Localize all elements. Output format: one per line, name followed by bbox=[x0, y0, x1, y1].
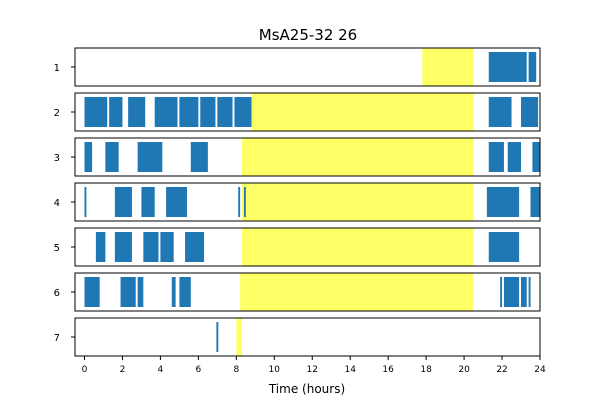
x-axis-label: Time (hours) bbox=[268, 382, 345, 396]
row-frame-7 bbox=[74, 317, 541, 357]
activity-bar-row4-2 bbox=[114, 187, 132, 217]
activity-bar-row6-5 bbox=[179, 277, 191, 307]
x-tick-label-2: 2 bbox=[120, 365, 126, 375]
activity-bar-row2-2 bbox=[109, 97, 123, 127]
activity-bar-row3-4 bbox=[190, 142, 208, 172]
chart-title: MsA25-32 26 bbox=[259, 26, 357, 44]
x-tick-label-4: 4 bbox=[158, 365, 164, 375]
activity-bar-row3-5 bbox=[488, 142, 504, 172]
x-tick-label-12: 12 bbox=[307, 365, 318, 375]
activity-bar-row3-2 bbox=[105, 142, 119, 172]
activity-bar-row4-8 bbox=[530, 187, 540, 217]
x-tick-label-20: 20 bbox=[458, 365, 470, 375]
row-label-7: 7 bbox=[54, 333, 60, 344]
activity-bar-row6-8 bbox=[521, 277, 527, 307]
row-label-4: 4 bbox=[54, 198, 60, 209]
light-period-row1-1 bbox=[422, 48, 474, 86]
activity-bar-row6-3 bbox=[137, 277, 144, 307]
row-4: 4 bbox=[54, 182, 541, 222]
activity-bar-row2-9 bbox=[488, 97, 512, 127]
activity-bar-row2-4 bbox=[154, 97, 178, 127]
light-period-row3-1 bbox=[242, 138, 474, 176]
light-period-row2-1 bbox=[251, 93, 474, 131]
activity-bar-row6-2 bbox=[120, 277, 136, 307]
light-period-row6-1 bbox=[240, 273, 474, 311]
rows-group: 1 2 3 4 5 6 7 bbox=[54, 47, 541, 357]
row-label-5: 5 bbox=[54, 243, 60, 254]
activity-bar-row4-1 bbox=[84, 187, 87, 217]
row-label-6: 6 bbox=[54, 288, 60, 299]
row-label-2: 2 bbox=[54, 108, 60, 119]
activity-bar-row2-10 bbox=[521, 97, 539, 127]
x-tick-label-22: 22 bbox=[496, 365, 507, 375]
light-period-row7-1 bbox=[236, 318, 243, 356]
x-tick-label-18: 18 bbox=[420, 365, 432, 375]
activity-bar-row2-3 bbox=[128, 97, 146, 127]
activity-bar-row5-5 bbox=[185, 232, 205, 262]
x-tick-label-14: 14 bbox=[344, 365, 356, 375]
activity-bar-row4-5 bbox=[238, 187, 241, 217]
activity-bar-row6-1 bbox=[84, 277, 100, 307]
activity-bar-row5-1 bbox=[95, 232, 106, 262]
activity-bar-row2-7 bbox=[217, 97, 233, 127]
x-tick-label-16: 16 bbox=[382, 365, 394, 375]
activity-bar-row2-1 bbox=[84, 97, 108, 127]
activity-bar-row4-3 bbox=[141, 187, 155, 217]
activity-bar-row3-6 bbox=[507, 142, 522, 172]
row-label-1: 1 bbox=[54, 63, 60, 74]
activity-bar-row4-6 bbox=[243, 187, 246, 217]
activity-bar-row6-9 bbox=[528, 277, 531, 307]
activity-bar-row3-3 bbox=[137, 142, 163, 172]
row-2: 2 bbox=[54, 92, 541, 132]
x-tick-label-0: 0 bbox=[82, 365, 88, 375]
row-7: 7 bbox=[54, 317, 541, 357]
activity-bar-row3-1 bbox=[84, 142, 93, 172]
activity-bar-row5-2 bbox=[114, 232, 132, 262]
activity-bar-row4-4 bbox=[166, 187, 187, 217]
row-6: 6 bbox=[54, 272, 541, 312]
activity-bar-row2-8 bbox=[234, 97, 252, 127]
light-period-row5-1 bbox=[242, 228, 474, 266]
row-5: 5 bbox=[54, 227, 541, 267]
x-tick-label-10: 10 bbox=[269, 365, 281, 375]
x-tick-label-8: 8 bbox=[233, 365, 239, 375]
x-tick-label-6: 6 bbox=[196, 365, 202, 375]
activity-bar-row6-4 bbox=[171, 277, 176, 307]
activity-bar-row5-6 bbox=[488, 232, 520, 262]
row-1: 1 bbox=[54, 47, 541, 87]
x-axis-ticks: 0 2 4 6 8 10 12 14 16 18 20 22 24 bbox=[82, 356, 546, 375]
activity-bar-row6-6 bbox=[500, 277, 503, 307]
activity-bar-row5-4 bbox=[160, 232, 174, 262]
activity-bar-row7-1 bbox=[216, 322, 219, 352]
activity-bar-row2-5 bbox=[179, 97, 199, 127]
activity-bar-row2-6 bbox=[200, 97, 216, 127]
activity-bar-row3-7 bbox=[532, 142, 540, 172]
row-3: 3 bbox=[54, 137, 541, 177]
row-label-3: 3 bbox=[54, 153, 60, 164]
activity-bar-row4-7 bbox=[486, 187, 520, 217]
light-period-row4-1 bbox=[242, 183, 474, 221]
activity-bar-row1-1 bbox=[488, 52, 527, 82]
activity-bar-row1-2 bbox=[528, 52, 537, 82]
activity-bar-row6-7 bbox=[503, 277, 520, 307]
activity-bar-row5-3 bbox=[143, 232, 159, 262]
x-tick-label-24: 24 bbox=[534, 365, 546, 375]
